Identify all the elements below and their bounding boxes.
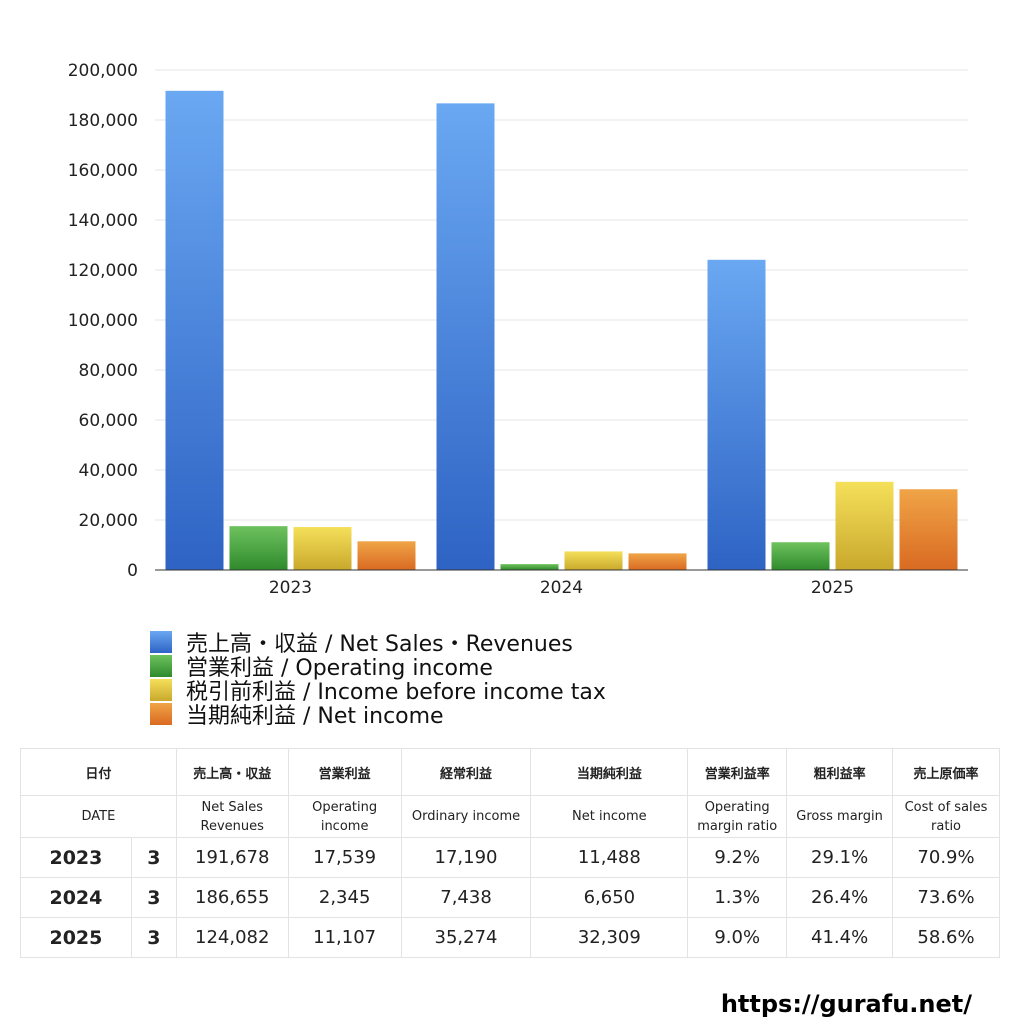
bar-2023-series-3 bbox=[357, 541, 416, 570]
bar-2023-series-1 bbox=[229, 526, 288, 570]
header-ordinary-jp: 経常利益 bbox=[400, 748, 532, 796]
cell-month: 3 bbox=[130, 877, 177, 918]
legend-item: 税引前利益 / Income before income tax bbox=[150, 678, 606, 705]
header-net-jp: 当期純利益 bbox=[530, 748, 689, 796]
table-header-en: DATE Net Sales Revenues Operating income O… bbox=[20, 795, 1000, 838]
bar-2024-series-3 bbox=[628, 553, 687, 570]
cell-gross-margin: 41.4% bbox=[786, 917, 894, 958]
y-axis-ticks: 0 20,000 40,000 60,000 80,000 100,000 120,000 1… bbox=[68, 61, 138, 581]
financial-table: 日付 売上高・収益 営業利益 経常利益 当期純利益 営業利益率 粗利益率 売上原… bbox=[20, 748, 1000, 958]
cell-sales: 186,655 bbox=[175, 877, 289, 918]
legend-label: 営業利益 / Operating income bbox=[186, 656, 493, 681]
header-date-en: DATE bbox=[20, 795, 177, 838]
bar-2023-series-2 bbox=[293, 527, 352, 570]
cell-operating: 11,107 bbox=[287, 917, 402, 958]
cell-year: 2025 bbox=[20, 917, 132, 958]
cell-op-margin: 9.2% bbox=[687, 837, 788, 878]
x-tick-label: 2025 bbox=[811, 578, 854, 598]
legend-item: 売上高・収益 / Net Sales・Revenues bbox=[150, 630, 606, 657]
bar-2025-series-1 bbox=[771, 542, 830, 570]
header-op-margin-jp: 営業利益率 bbox=[687, 748, 788, 796]
y-tick-label: 200,000 bbox=[68, 61, 138, 81]
chart-bars bbox=[165, 90, 958, 571]
cell-month: 3 bbox=[130, 837, 177, 878]
header-sales-jp: 売上高・収益 bbox=[175, 748, 289, 796]
header-gross-margin-en: Gross margin bbox=[786, 795, 894, 838]
x-axis-ticks: 2023 2024 2025 bbox=[269, 578, 854, 598]
table-row: 2025 3 124,082 11,107 35,274 32,309 9.0%… bbox=[20, 917, 1000, 958]
cell-ordinary: 17,190 bbox=[400, 837, 532, 878]
cell-ordinary: 7,438 bbox=[400, 877, 532, 918]
site-url[interactable]: https://gurafu.net/ bbox=[720, 990, 972, 1018]
cell-operating: 17,539 bbox=[287, 837, 402, 878]
cell-net: 6,650 bbox=[530, 877, 689, 918]
cell-op-margin: 9.0% bbox=[687, 917, 788, 958]
y-tick-label: 80,000 bbox=[79, 361, 138, 381]
bar-2024-series-0 bbox=[436, 103, 495, 571]
legend-swatch-sales bbox=[150, 631, 172, 653]
bar-2025-series-0 bbox=[707, 259, 766, 570]
cell-year: 2024 bbox=[20, 877, 132, 918]
legend-swatch-net bbox=[150, 703, 172, 725]
y-tick-label: 60,000 bbox=[79, 411, 138, 431]
chart-grid bbox=[155, 69, 968, 521]
cell-gross-margin: 26.4% bbox=[786, 877, 894, 918]
header-cost-ratio-jp: 売上原価率 bbox=[892, 748, 1000, 796]
bar-2025-series-2 bbox=[835, 481, 894, 570]
cell-sales: 124,082 bbox=[175, 917, 289, 958]
cell-year: 2023 bbox=[20, 837, 132, 878]
y-tick-label: 180,000 bbox=[68, 111, 138, 131]
header-net-en: Net income bbox=[530, 795, 689, 838]
cell-net: 11,488 bbox=[530, 837, 689, 878]
y-tick-label: 0 bbox=[127, 561, 138, 581]
cell-cost-ratio: 73.6% bbox=[892, 877, 1000, 918]
table-row: 2024 3 186,655 2,345 7,438 6,650 1.3% 26… bbox=[20, 877, 1000, 918]
y-tick-label: 160,000 bbox=[68, 161, 138, 181]
x-tick-label: 2023 bbox=[269, 578, 312, 598]
header-ordinary-en: Ordinary income bbox=[400, 795, 532, 838]
legend-item: 営業利益 / Operating income bbox=[150, 654, 606, 681]
bar-2024-series-1 bbox=[500, 564, 559, 570]
cell-operating: 2,345 bbox=[287, 877, 402, 918]
bar-chart: 0 20,000 40,000 60,000 80,000 100,000 120,000 1… bbox=[68, 61, 968, 598]
header-date-jp: 日付 bbox=[20, 748, 177, 796]
y-tick-label: 120,000 bbox=[68, 261, 138, 281]
legend-label: 当期純利益 / Net income bbox=[186, 704, 444, 729]
bar-2024-series-2 bbox=[564, 551, 623, 570]
header-operating-en: Operating income bbox=[287, 795, 402, 838]
bar-2023-series-0 bbox=[165, 90, 224, 571]
legend-swatch-operating bbox=[150, 655, 172, 677]
legend-item: 当期純利益 / Net income bbox=[150, 702, 606, 729]
y-tick-label: 40,000 bbox=[79, 461, 138, 481]
cell-net: 32,309 bbox=[530, 917, 689, 958]
table-row: 2023 3 191,678 17,539 17,190 11,488 9.2%… bbox=[20, 837, 1000, 878]
bar-2025-series-3 bbox=[899, 489, 958, 570]
y-tick-label: 20,000 bbox=[79, 511, 138, 531]
chart-legend: 売上高・収益 / Net Sales・Revenues 営業利益 / Opera… bbox=[150, 630, 606, 729]
header-gross-margin-jp: 粗利益率 bbox=[786, 748, 894, 796]
cell-cost-ratio: 58.6% bbox=[892, 917, 1000, 958]
legend-label: 売上高・収益 / Net Sales・Revenues bbox=[186, 632, 573, 657]
cell-ordinary: 35,274 bbox=[400, 917, 532, 958]
header-op-margin-en: Operating margin ratio bbox=[687, 795, 788, 838]
cell-sales: 191,678 bbox=[175, 837, 289, 878]
header-cost-ratio-en: Cost of sales ratio bbox=[892, 795, 1000, 838]
table-header-jp: 日付 売上高・収益 営業利益 経常利益 当期純利益 営業利益率 粗利益率 売上原… bbox=[20, 748, 1000, 796]
cell-cost-ratio: 70.9% bbox=[892, 837, 1000, 878]
legend-swatch-pretax bbox=[150, 679, 172, 701]
x-tick-label: 2024 bbox=[540, 578, 583, 598]
cell-gross-margin: 29.1% bbox=[786, 837, 894, 878]
y-tick-label: 140,000 bbox=[68, 211, 138, 231]
cell-month: 3 bbox=[130, 917, 177, 958]
cell-op-margin: 1.3% bbox=[687, 877, 788, 918]
legend-label: 税引前利益 / Income before income tax bbox=[186, 680, 606, 705]
header-operating-jp: 営業利益 bbox=[287, 748, 402, 796]
y-tick-label: 100,000 bbox=[68, 311, 138, 331]
header-sales-en: Net Sales Revenues bbox=[175, 795, 289, 838]
